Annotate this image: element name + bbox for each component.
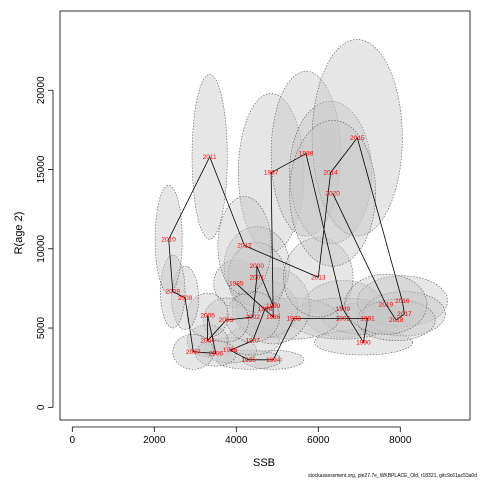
x-tick-label-2000: 2000: [143, 435, 166, 446]
year-label-2000: 2000: [250, 263, 265, 270]
year-label-2019: 2019: [379, 301, 394, 308]
y-axis-title: R(age 2): [13, 212, 25, 255]
footer-note: stockassessment.org, ple27.7e_WKBPLACE_O…: [308, 473, 477, 479]
trajectory-line: [168, 136, 405, 361]
year-label-1986: 1986: [266, 314, 281, 321]
year-label-2008: 2008: [178, 295, 193, 302]
year-label-1996: 1996: [223, 347, 238, 354]
x-axis-ticks: 0 2000 4000 6000 8000: [70, 426, 412, 446]
year-label-1997: 1997: [245, 338, 260, 345]
year-label-2016: 2016: [395, 298, 410, 305]
year-label-2013: 2013: [311, 274, 326, 281]
y-tick-label-15000: 15000: [36, 155, 47, 183]
year-label-2010: 2010: [161, 236, 176, 243]
y-tick-label-20000: 20000: [36, 76, 47, 104]
x-tick-label-4000: 4000: [225, 435, 248, 446]
plot-frame: [59, 10, 471, 421]
year-label-2020: 2020: [325, 190, 340, 197]
x-tick-label-6000: 6000: [307, 435, 330, 446]
year-label-2018: 2018: [389, 317, 404, 324]
year-label-2006: 2006: [209, 350, 224, 357]
year-label-2017: 2017: [397, 311, 412, 318]
x-axis-title: SSB: [253, 457, 275, 469]
year-label-2003: 2003: [219, 317, 234, 324]
y-axis-ticks: 0 5000 10000 15000 20000: [36, 76, 54, 410]
year-label-1985: 1985: [229, 281, 244, 288]
year-label-1995: 1995: [241, 357, 256, 364]
y-tick-label-0: 0: [36, 404, 47, 410]
year-label-1991: 1991: [360, 316, 375, 323]
year-label-1994: 1994: [266, 357, 281, 364]
year-label-2007: 2007: [186, 349, 201, 356]
year-label-2002: 2002: [245, 314, 260, 321]
year-label-1999: 1999: [266, 303, 281, 310]
ellipse-1985: [213, 259, 260, 308]
axes: [59, 10, 471, 421]
year-label-1992: 1992: [336, 316, 351, 323]
year-label-1998: 1998: [258, 306, 273, 313]
year-label-2011: 2011: [203, 154, 217, 161]
year-label-1988: 1988: [299, 151, 314, 158]
uncertainty-ellipses: [154, 39, 448, 370]
year-label-2014: 2014: [323, 170, 338, 177]
year-label-2015: 2015: [350, 135, 365, 142]
year-label-2012: 2012: [237, 243, 252, 250]
x-tick-label-0: 0: [70, 435, 76, 446]
x-tick-label-8000: 8000: [389, 435, 412, 446]
year-label-1987: 1987: [264, 170, 279, 177]
year-label-2001: 2001: [250, 274, 265, 281]
year-label-2004: 2004: [200, 338, 215, 345]
ellipse-2020: [289, 120, 377, 267]
series-line: [168, 136, 405, 361]
y-tick-label-5000: 5000: [36, 316, 47, 339]
year-labels: 1985 1986 1987 1988 1989 1990 1991 1992 1993 1994…: [161, 135, 412, 364]
y-tick-label-10000: 10000: [36, 234, 47, 262]
year-label-2009: 2009: [166, 289, 181, 296]
year-label-2005: 2005: [200, 312, 215, 319]
year-label-1993: 1993: [286, 316, 301, 323]
year-label-1989: 1989: [336, 306, 351, 313]
year-label-1990: 1990: [356, 339, 371, 346]
